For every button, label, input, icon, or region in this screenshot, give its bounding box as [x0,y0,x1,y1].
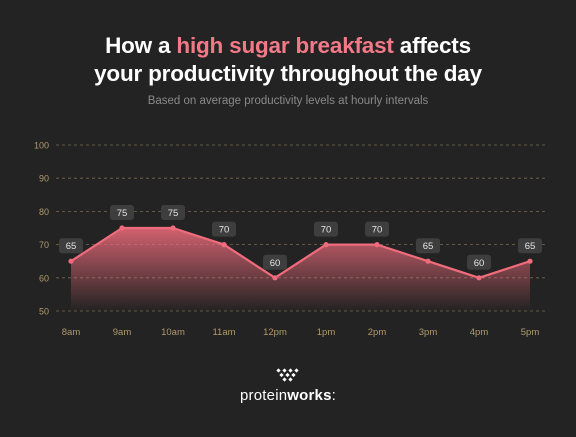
data-label-text: 60 [270,258,281,269]
chart-title: How a high sugar breakfast affects your … [0,32,576,88]
data-points [68,225,533,281]
data-point [221,242,227,248]
chart-subtitle: Based on average productivity levels at … [147,95,429,107]
data-label: 60 [467,254,491,270]
data-point [323,242,329,248]
x-tick-label: 10am [161,327,185,338]
data-label-text: 60 [474,258,485,269]
series-line [70,226,531,279]
data-label-badge [416,238,440,254]
title-text-pre: How a [105,33,177,58]
x-tick-label: 3pm [419,327,438,338]
series-polyline [70,226,531,279]
x-tick-label: 1pm [317,327,336,338]
y-tick-label: 80 [39,207,49,217]
y-tick-label: 70 [39,240,49,250]
brand-name-bold: works [287,387,332,404]
data-label: 70 [314,221,338,237]
data-label-badge [467,254,491,270]
y-tick-label: 100 [34,141,49,151]
data-label-badge [263,254,287,270]
data-label-text: 65 [525,241,536,252]
x-axis-tick-labels: 8am 9am 10am 11am 12pm 1pm 2pm 3pm 4pm 5pm [62,327,540,338]
brand-suffix: : [331,387,336,404]
x-tick-label: 8am [62,327,81,338]
data-point [68,258,74,264]
y-tick-label: 60 [39,273,49,283]
x-tick-label: 2pm [368,327,387,338]
title-line-2: your productivity throughout the day [94,61,482,86]
x-tick-label: 9am [113,327,132,338]
x-tick-label: 11am [212,327,235,338]
data-point [527,258,533,264]
data-label: 65 [518,238,542,254]
data-point [374,242,380,248]
area-path [71,228,530,311]
data-label-text: 75 [117,208,128,219]
title-line-1: How a high sugar breakfast affects [0,32,576,60]
data-label-text: 65 [66,241,77,252]
data-label-badge [314,221,338,237]
data-label-badge [110,205,134,220]
data-label-badge [59,238,83,254]
data-label-badge [212,221,236,237]
data-label-badge [161,205,185,220]
data-label-text: 70 [219,225,230,236]
data-labels: 65 75 75 70 60 70 70 65 60 65 [59,205,542,270]
brand-wordmark: proteinworks: [0,387,576,404]
data-label: 65 [416,238,440,254]
checkered-flag-icon [276,368,299,382]
brand-name-light: protein [240,387,288,404]
data-point [119,225,125,231]
data-label-badge [365,221,389,237]
title-highlight: high sugar breakfast [176,33,394,58]
data-label: 70 [365,221,389,237]
area-fill [71,228,530,311]
title-text-post: affects [393,33,471,58]
data-label: 75 [110,205,134,220]
brand-logo: proteinworks: [0,368,576,404]
data-label-badge [518,238,542,254]
data-label: 70 [212,221,236,237]
data-label-text: 70 [321,225,332,236]
data-point [425,258,431,264]
data-label: 60 [263,254,287,270]
y-tick-label: 50 [39,307,49,317]
x-tick-label: 4pm [470,327,489,338]
data-label: 75 [161,205,185,220]
data-point [476,275,482,281]
data-label-text: 75 [168,208,179,219]
data-label-text: 70 [372,225,383,236]
y-tick-label: 90 [39,174,49,184]
data-point [170,225,176,231]
data-label-text: 65 [423,241,434,252]
y-axis-tick-labels: 50 60 70 80 90 100 [34,141,49,317]
x-tick-label: 12pm [263,327,287,338]
x-tick-label: 5pm [521,327,540,338]
data-label: 65 [59,238,83,254]
data-point [272,275,278,281]
